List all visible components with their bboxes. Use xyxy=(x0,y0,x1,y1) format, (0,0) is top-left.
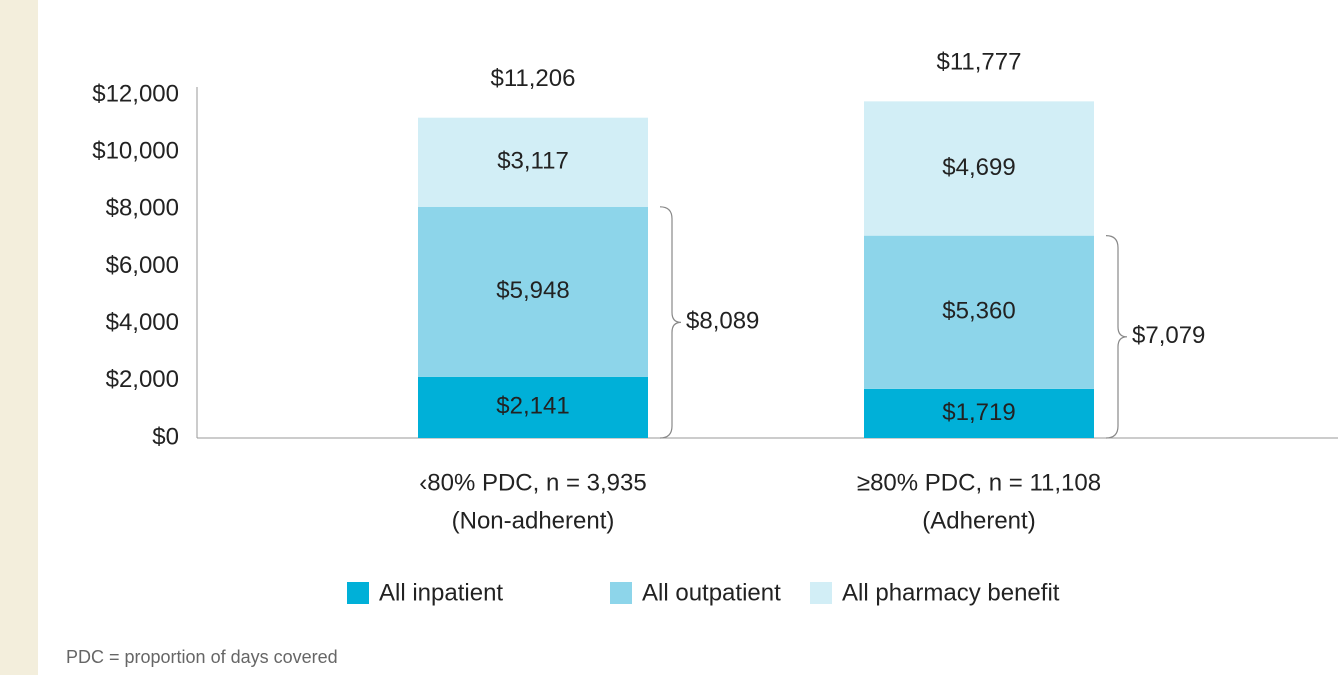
x-tick-label: (Non-adherent) xyxy=(452,507,615,534)
bar-segment xyxy=(418,117,648,207)
legend-swatch xyxy=(347,582,369,604)
y-tick-label: $8,000 xyxy=(106,195,179,222)
value-label: $3,117 xyxy=(497,148,569,175)
value-label: $5,360 xyxy=(942,298,1015,325)
legend-swatch xyxy=(610,582,632,604)
footnote: PDC = proportion of days covered xyxy=(66,647,338,667)
value-label: $4,699 xyxy=(942,154,1015,181)
bracket xyxy=(659,206,682,439)
bracket xyxy=(1105,235,1128,439)
legend-label: All pharmacy benefit xyxy=(842,579,1060,606)
side-strip xyxy=(0,0,38,675)
value-label: $1,719 xyxy=(942,399,1015,426)
x-tick-label: ‹80% PDC, n = 3,935 xyxy=(419,469,646,496)
y-tick-label: $0 xyxy=(152,423,179,450)
y-tick-label: $4,000 xyxy=(106,309,179,336)
total-label: $11,777 xyxy=(937,49,1022,76)
y-tick-label: $12,000 xyxy=(92,80,179,107)
y-tick-label: $6,000 xyxy=(106,252,179,279)
x-tick-label: (Adherent) xyxy=(922,507,1035,534)
bar-segment xyxy=(864,101,1094,236)
legend-label: All outpatient xyxy=(642,579,781,606)
bar-segment xyxy=(418,206,648,377)
bar-segment xyxy=(864,388,1094,438)
y-tick-label: $2,000 xyxy=(106,366,179,393)
legend-label: All inpatient xyxy=(379,579,503,606)
legend-swatch xyxy=(810,582,832,604)
value-label: $2,141 xyxy=(496,393,569,420)
value-label: $5,948 xyxy=(496,277,569,304)
total-label: $11,206 xyxy=(491,65,576,92)
bracket-label: $8,089 xyxy=(686,308,759,335)
bracket-label: $7,079 xyxy=(1132,322,1205,349)
bar-segment xyxy=(418,376,648,438)
x-tick-label: ≥80% PDC, n = 11,108 xyxy=(857,469,1101,496)
bar-segment xyxy=(864,235,1094,389)
y-tick-label: $10,000 xyxy=(92,138,179,165)
